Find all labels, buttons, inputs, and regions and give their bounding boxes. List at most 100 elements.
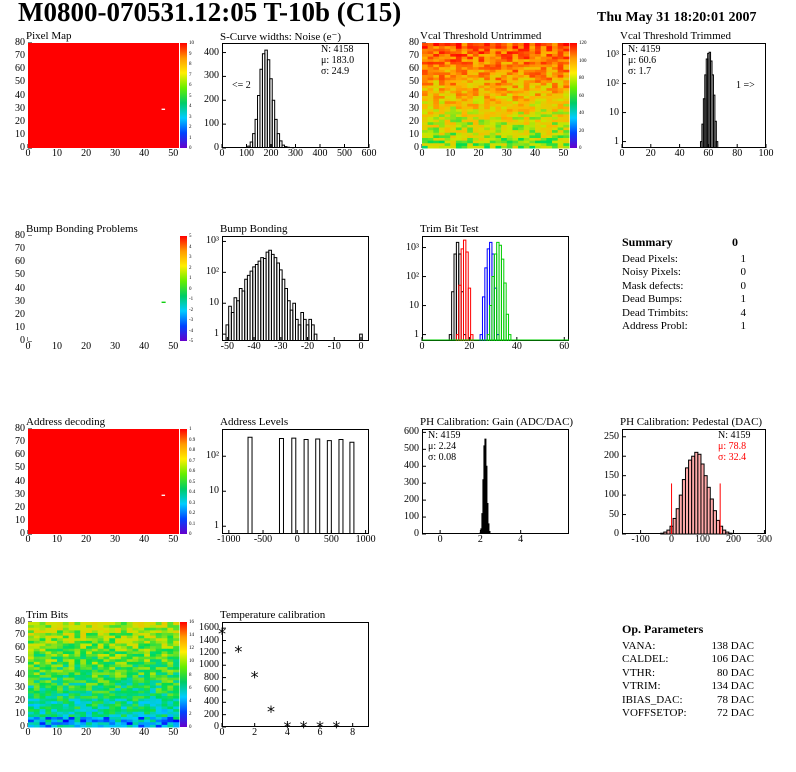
heatmap-cell	[535, 85, 542, 89]
heatmap-cell	[97, 698, 104, 702]
heatmap-cell	[484, 79, 491, 83]
heatmap-fill	[28, 429, 179, 534]
color-scale-label: 40	[579, 111, 584, 116]
heatmap-cell	[138, 622, 145, 626]
heatmap-cell	[39, 643, 46, 647]
heatmap-cell	[501, 45, 508, 49]
heatmap-cell	[167, 695, 174, 699]
heatmap-cell	[478, 108, 485, 112]
heatmap-cell	[427, 145, 434, 149]
heatmap-cell	[91, 653, 99, 657]
heatmap-cell	[97, 677, 104, 681]
heatmap-cell	[57, 658, 64, 662]
heatmap-cell	[438, 106, 446, 110]
heatmap-cell	[563, 140, 570, 144]
heatmap-cell	[33, 627, 41, 631]
heatmap-cell	[138, 711, 145, 715]
heatmap-cell	[467, 140, 474, 144]
heatmap-cell	[461, 77, 468, 81]
heatmap-cell	[495, 74, 502, 78]
heatmap-cell	[28, 656, 35, 660]
heatmap-cell	[518, 129, 525, 133]
heatmap-cell	[86, 724, 93, 728]
heatmap-cell	[495, 134, 502, 138]
heatmap-cell	[39, 656, 46, 660]
heatmap-cell	[167, 635, 174, 639]
heatmap-cell	[540, 95, 547, 99]
color-scale	[180, 429, 187, 534]
x-tick-label: 300	[288, 148, 303, 159]
heatmap-cell	[39, 677, 46, 681]
heatmap-cell	[501, 79, 508, 83]
x-tick-label: 40	[139, 534, 150, 545]
heatmap-cell	[120, 703, 128, 707]
heatmap-cell	[563, 61, 570, 65]
heatmap-cell	[506, 124, 513, 128]
heatmap-cell	[427, 95, 434, 99]
heatmap-cell	[167, 648, 174, 652]
heatmap-cell	[74, 622, 81, 626]
heatmap-cell	[51, 716, 58, 720]
heatmap-cell	[529, 87, 536, 91]
heatmap-cell	[132, 658, 139, 662]
heatmap-cell	[167, 658, 174, 662]
heatmap-cell	[57, 640, 64, 644]
heatmap-cell	[149, 716, 157, 720]
x-tick-label: 0	[25, 727, 31, 738]
heatmap-cell	[138, 653, 145, 657]
heatmap-cell	[33, 679, 41, 683]
color-scale-label: 80	[579, 76, 584, 81]
heatmap-cell	[68, 692, 75, 696]
heatmap-cell	[57, 682, 64, 686]
heatmap-cell	[495, 43, 502, 47]
heatmap-cell	[28, 671, 35, 675]
heatmap-cell	[120, 629, 128, 633]
heatmap-cell	[91, 698, 99, 702]
x-tick-label: 40	[139, 341, 150, 352]
heatmap-cell	[467, 137, 474, 141]
scatter-point: *	[218, 624, 226, 643]
heatmap-cell	[529, 64, 536, 68]
heatmap-cell	[115, 664, 122, 668]
heatmap-cell	[74, 637, 81, 641]
heatmap-cell	[120, 690, 128, 694]
heatmap-cell	[455, 45, 463, 49]
heatmap-cell	[523, 82, 530, 86]
y-tick-label: 80	[15, 616, 25, 627]
heatmap-cell	[68, 635, 75, 639]
heatmap-cell	[28, 713, 35, 717]
heatmap-cell	[45, 669, 52, 673]
summary-header: Summary 0	[622, 235, 746, 250]
heatmap-cell	[557, 140, 564, 144]
heatmap-cell	[120, 669, 128, 673]
heatmap-cell	[529, 103, 536, 107]
heatmap-cell	[433, 137, 440, 141]
stats-box: N: 4159 μ: 78.8 σ: 32.4	[718, 430, 751, 463]
heatmap-cell	[455, 50, 463, 54]
heatmap-cell	[427, 64, 434, 68]
heatmap-cell	[489, 79, 496, 83]
heatmap-cell	[173, 721, 180, 725]
heatmap-cell	[155, 685, 163, 689]
heatmap-cell	[540, 124, 547, 128]
heatmap-cell	[427, 66, 434, 70]
heatmap-cell	[489, 140, 496, 144]
heatmap-cell	[138, 674, 145, 678]
heatmap-cell	[109, 695, 116, 699]
heatmap-cell	[427, 98, 434, 102]
heatmap-cell	[506, 142, 513, 146]
heatmap-cell	[155, 671, 163, 675]
heatmap-cell	[62, 692, 70, 696]
x-tick-label: -40	[247, 341, 261, 352]
heatmap-cell	[115, 721, 122, 725]
heatmap-cell	[161, 695, 168, 699]
heatmap-cell	[126, 719, 134, 723]
color-scale-label: -2	[189, 307, 194, 313]
heatmap-cell	[438, 56, 446, 60]
heatmap-cell	[467, 69, 474, 73]
heatmap-cell	[86, 622, 93, 626]
heatmap-cell	[167, 674, 174, 678]
heatmap-cell	[109, 645, 116, 649]
heatmap-cell	[68, 700, 75, 704]
heatmap-cell	[484, 90, 491, 94]
